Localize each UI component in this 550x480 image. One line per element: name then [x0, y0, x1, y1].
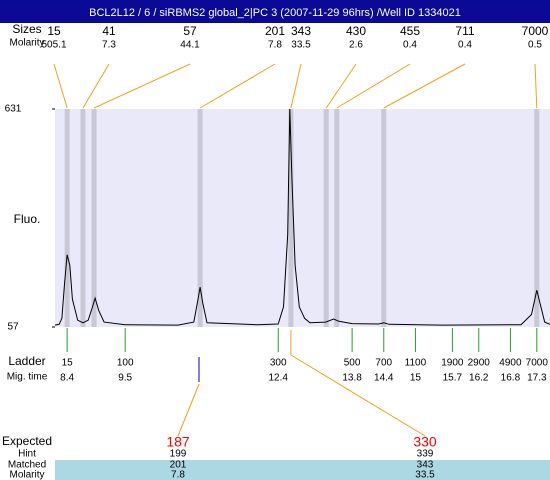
peak-connector: [290, 63, 302, 109]
expected-connector: [177, 383, 200, 437]
mig-time-label: Mig. time: [7, 372, 48, 383]
ladder-size: 500: [344, 358, 361, 369]
ladder-size: 300: [270, 358, 287, 369]
ladder-mig-time: 13.8: [342, 373, 362, 384]
ladder-mig-time: 16.2: [469, 373, 489, 384]
ladder-size: 2900: [468, 358, 491, 369]
peak-molarity: 0.4: [403, 40, 417, 51]
peak-size: 711: [455, 24, 474, 38]
hint-label: Hint: [18, 449, 36, 460]
peak-connector: [82, 63, 110, 109]
peak-molarity: 505.1: [41, 40, 66, 51]
ladder-size: 100: [117, 358, 134, 369]
ladder-mig-time: 9.5: [118, 373, 132, 384]
peak-band: [334, 109, 340, 327]
ladder-mig-time: 12.4: [268, 373, 288, 384]
hint-value: 339: [417, 449, 434, 460]
peak-connector: [199, 63, 276, 109]
peak-size: 57: [183, 24, 197, 38]
expected-value: 330: [413, 434, 437, 450]
matched-molarity: 7.8: [171, 470, 185, 480]
expected-molarity-label: Molarity: [9, 470, 44, 480]
ladder-size: 7000: [526, 358, 549, 369]
peak-size: 455: [400, 24, 420, 38]
peak-size: 7000: [522, 24, 549, 38]
ladder-size: 15: [62, 358, 74, 369]
molarity-label: Molarity: [9, 38, 44, 49]
ladder-mig-time: 14.4: [374, 373, 394, 384]
ladder-mig-time: 15: [410, 373, 422, 384]
peak-size: 430: [346, 24, 366, 38]
matched-rows-bg: [55, 460, 550, 480]
peak-band: [534, 109, 540, 327]
peak-band: [381, 109, 387, 327]
ladder-size: 4900: [499, 358, 522, 369]
peak-connector: [534, 63, 538, 109]
peak-connector: [53, 63, 68, 109]
peak-band: [323, 109, 329, 327]
peak-band: [91, 109, 97, 327]
matched-value: 201: [170, 460, 187, 471]
peak-band: [197, 109, 203, 327]
peak-molarity: 7.3: [102, 40, 116, 51]
peak-size: 201: [265, 24, 285, 38]
trace: [54, 108, 550, 326]
peak-connector: [93, 63, 191, 109]
expected-label: Expected: [2, 434, 52, 448]
peak-connector: [336, 63, 411, 109]
peak-molarity: 2.6: [349, 40, 363, 51]
peak-size: 41: [102, 24, 116, 38]
matched-label: Matched: [8, 460, 46, 471]
y-tick-label: 57: [7, 322, 19, 333]
matched-value: 343: [417, 460, 434, 471]
ladder-label: Ladder: [8, 354, 45, 368]
ladder-mig-time: 17.3: [527, 373, 547, 384]
peak-molarity: 7.8: [268, 40, 282, 51]
ladder-mig-time: 16.8: [501, 373, 521, 384]
ladder-size: 1100: [405, 358, 427, 369]
sizes-label: Sizes: [12, 22, 41, 36]
ladder-size: 700: [375, 358, 392, 369]
hint-value: 199: [170, 449, 187, 460]
peak-molarity: 44.1: [180, 40, 200, 51]
peak-molarity: 0.4: [458, 40, 472, 51]
peak-connector: [325, 63, 357, 109]
peak-size: 343: [291, 24, 311, 38]
peak-band: [64, 109, 70, 327]
ladder-mig-time: 15.7: [443, 373, 463, 384]
y-axis-label: Fluo.: [14, 212, 41, 226]
plot-area: [55, 109, 550, 327]
y-tick-label: 631: [5, 104, 22, 115]
peak-molarity: 33.5: [291, 40, 311, 51]
matched-molarity: 33.5: [415, 470, 435, 480]
title-bar: [0, 0, 550, 23]
peak-band: [288, 109, 294, 327]
title: BCL2L12 / 6 / siRBMS2 global_2|PC 3 (200…: [89, 7, 461, 19]
expected-value: 187: [166, 434, 190, 450]
expected-connector: [290, 354, 426, 437]
peak-molarity: 0.5: [528, 40, 542, 51]
peak-band: [80, 109, 86, 327]
ladder-size: 1900: [441, 358, 464, 369]
ladder-mig-time: 8.4: [60, 373, 74, 384]
peak-size: 15: [47, 24, 61, 38]
peak-connector: [383, 63, 466, 109]
